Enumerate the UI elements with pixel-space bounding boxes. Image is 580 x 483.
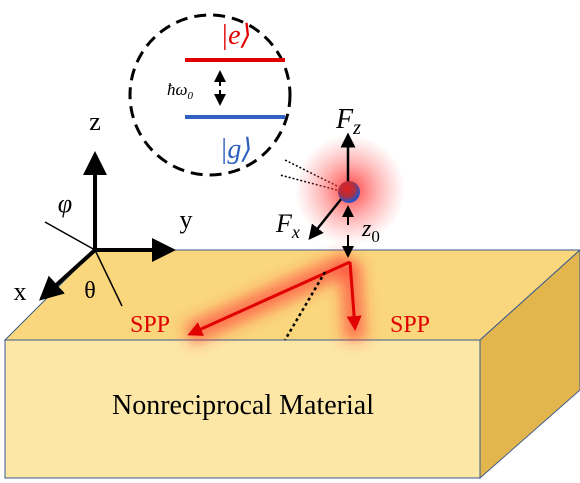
fx-arrow	[308, 197, 343, 240]
fz-label: Fz	[335, 104, 361, 139]
theta-label: θ	[84, 278, 96, 304]
spp-arrow	[346, 261, 362, 331]
phi-label: φ	[58, 189, 72, 218]
material-label: Nonreciprocal Material	[112, 390, 374, 421]
theta-line	[94, 249, 123, 307]
y-label: y	[180, 205, 193, 234]
particle	[338, 181, 360, 203]
excited-label: |e⟩	[220, 20, 251, 51]
fx-label: Fx	[275, 209, 300, 242]
spp-label: SPP	[390, 312, 430, 338]
energy-label: ħω0	[167, 80, 194, 102]
side-face	[479, 249, 580, 480]
ground-label: |g⟩	[220, 134, 253, 165]
spp-label: SPP	[130, 312, 170, 338]
phi-line	[44, 221, 96, 251]
normal-dotted	[283, 271, 327, 341]
z-label: z	[89, 107, 101, 136]
inset-circle	[128, 13, 292, 177]
x-label: x	[14, 277, 27, 306]
x-axis	[39, 248, 97, 301]
z0-label: z0	[361, 216, 380, 246]
